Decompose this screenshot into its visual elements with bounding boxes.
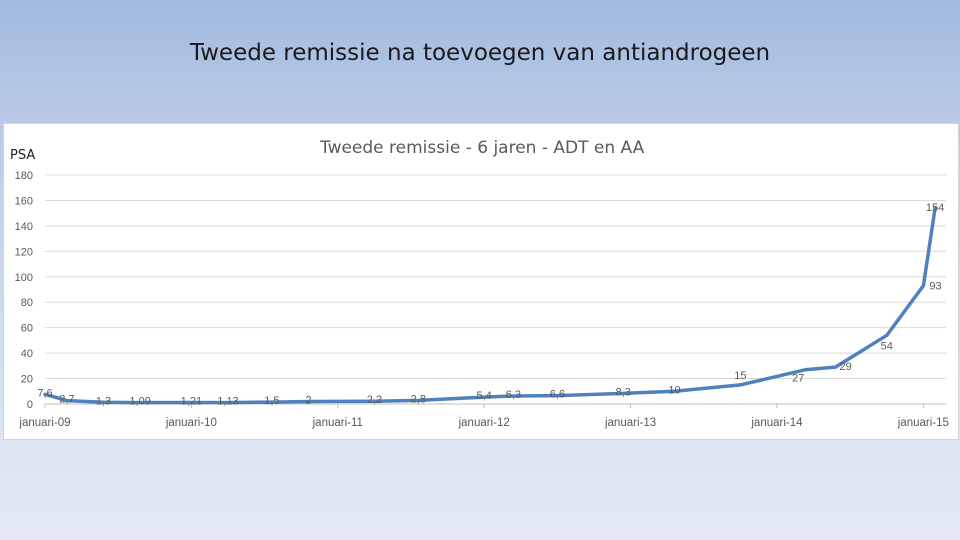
x-tick-label: januari-09 — [18, 417, 70, 429]
data-label: 1,21 — [181, 395, 202, 407]
y-tick-label: 120 — [15, 246, 33, 258]
data-label: 1,09 — [129, 396, 150, 408]
data-label: 154 — [926, 202, 944, 214]
x-tick-label: januari-12 — [458, 417, 510, 429]
y-tick-label: 20 — [21, 374, 33, 386]
y-tick-label: 0 — [27, 399, 33, 411]
data-label: 5,4 — [477, 390, 492, 402]
y-tick-label: 180 — [15, 170, 33, 182]
data-label: 15 — [734, 370, 746, 382]
y-axis-label: PSA — [10, 148, 36, 163]
data-label: 10 — [668, 384, 680, 396]
data-label: 27 — [792, 373, 804, 385]
chart-panel — [3, 123, 959, 440]
data-label: 7,6 — [37, 387, 52, 399]
x-tick-label: januari-11 — [312, 417, 363, 429]
data-label: 93 — [929, 281, 941, 293]
data-label: 2,7 — [59, 394, 74, 406]
x-tick-label: januari-13 — [604, 417, 656, 429]
y-tick-label: 40 — [21, 348, 33, 360]
data-label: 2,2 — [367, 394, 382, 406]
data-label: 1,3 — [96, 395, 111, 407]
data-label: 2,8 — [411, 393, 426, 405]
slide-title: Tweede remissie na toevoegen van antiand… — [189, 40, 771, 66]
data-label: 54 — [881, 340, 893, 352]
data-label: 1,5 — [264, 395, 279, 407]
y-tick-label: 60 — [21, 323, 33, 335]
x-tick-label: januari-10 — [165, 417, 217, 429]
y-tick-label: 160 — [15, 195, 33, 207]
y-tick-label: 80 — [21, 297, 33, 309]
data-label: 29 — [840, 361, 852, 373]
x-tick-label: januari-14 — [750, 417, 803, 429]
y-tick-label: 100 — [15, 272, 33, 284]
series-line — [43, 206, 937, 405]
x-tick-label: januari-15 — [897, 417, 949, 429]
data-label: 1,13 — [217, 396, 238, 408]
data-label: 6,3 — [506, 389, 521, 401]
data-label: 8,3 — [616, 386, 631, 398]
data-label: 6,6 — [550, 389, 565, 401]
y-tick-label: 140 — [15, 221, 33, 233]
chart-title: Tweede remissie - 6 jaren - ADT en AA — [320, 138, 645, 158]
data-label: 2 — [305, 394, 311, 406]
